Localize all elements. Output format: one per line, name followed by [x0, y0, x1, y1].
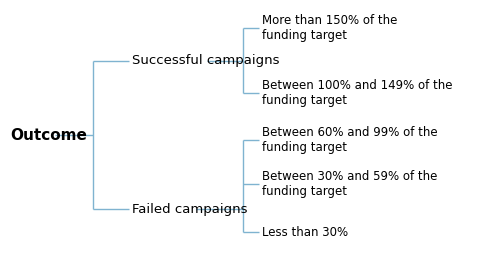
Text: Less than 30%: Less than 30% — [262, 226, 348, 239]
Text: Successful campaigns: Successful campaigns — [132, 54, 280, 67]
Text: Failed campaigns: Failed campaigns — [132, 203, 248, 216]
Text: Between 30% and 59% of the
funding target: Between 30% and 59% of the funding targe… — [262, 170, 438, 198]
Text: Between 100% and 149% of the
funding target: Between 100% and 149% of the funding tar… — [262, 79, 453, 107]
Text: Between 60% and 99% of the
funding target: Between 60% and 99% of the funding targe… — [262, 126, 438, 154]
Text: Outcome: Outcome — [10, 127, 87, 143]
Text: More than 150% of the
funding target: More than 150% of the funding target — [262, 14, 398, 42]
